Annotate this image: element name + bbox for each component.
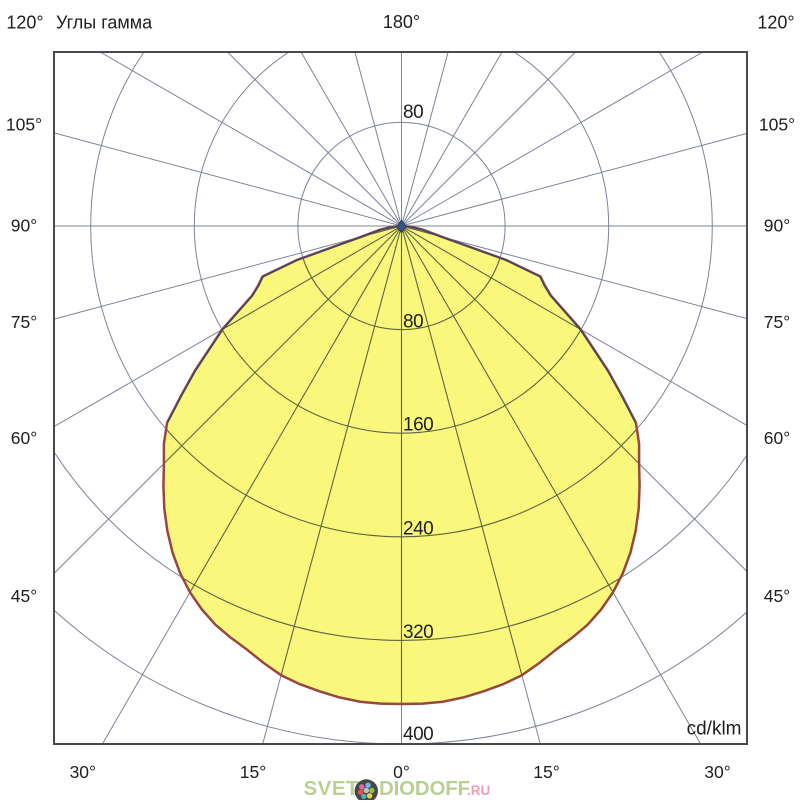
- svg-text:SVET: SVET: [304, 777, 360, 800]
- svg-text:60°: 60°: [764, 428, 790, 448]
- svg-text:45°: 45°: [764, 586, 790, 606]
- svg-text:80: 80: [403, 102, 423, 123]
- svg-text:80: 80: [403, 312, 423, 333]
- svg-text:400: 400: [403, 724, 433, 745]
- svg-text:15°: 15°: [533, 762, 559, 782]
- svg-text:160: 160: [403, 415, 433, 436]
- svg-text:105°: 105°: [759, 115, 795, 135]
- svg-text:320: 320: [403, 622, 433, 643]
- svg-text:Углы гамма: Углы гамма: [56, 13, 153, 33]
- svg-text:60°: 60°: [11, 428, 37, 448]
- svg-text:30°: 30°: [704, 762, 730, 782]
- svg-text:105°: 105°: [6, 115, 42, 135]
- svg-text:75°: 75°: [11, 312, 37, 332]
- svg-text:DIODOFF: DIODOFF: [379, 777, 470, 800]
- svg-text:0°: 0°: [393, 762, 410, 782]
- svg-text:90°: 90°: [11, 216, 37, 236]
- svg-text:120°: 120°: [757, 13, 794, 33]
- svg-text:30°: 30°: [70, 762, 96, 782]
- svg-text:cd/klm: cd/klm: [687, 719, 742, 740]
- svg-text:120°: 120°: [6, 13, 43, 33]
- svg-text:15°: 15°: [240, 762, 266, 782]
- svg-text:90°: 90°: [764, 216, 790, 236]
- svg-text:45°: 45°: [11, 586, 37, 606]
- svg-text:240: 240: [403, 519, 433, 540]
- svg-text:.RU: .RU: [467, 783, 490, 798]
- svg-text:180°: 180°: [383, 12, 420, 32]
- svg-text:75°: 75°: [764, 312, 790, 332]
